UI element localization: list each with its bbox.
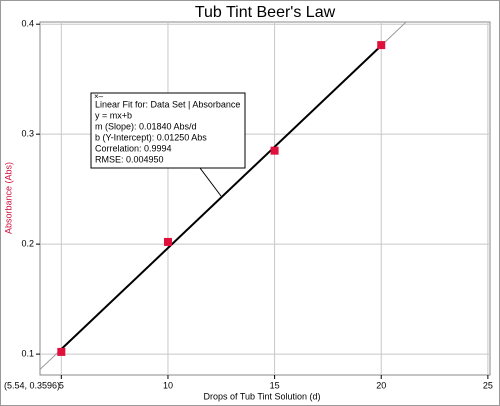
annotation-text: Correlation: 0.9994 xyxy=(95,143,172,153)
x-tick-label: 5 xyxy=(59,380,64,390)
x-tick-label: 20 xyxy=(376,380,386,390)
y-tick-label: 0.2 xyxy=(21,239,34,249)
data-point xyxy=(57,347,66,356)
annotation-pointer xyxy=(199,167,222,197)
annotation-text: RMSE: 0.004950 xyxy=(95,154,164,164)
annotation-icon: ×– xyxy=(94,92,104,101)
x-axis-label: Drops of Tub Tint Solution (d) xyxy=(203,391,320,401)
annotation-text: y = mx+b xyxy=(95,110,132,120)
annotation-text: b (Y-Intercept): 0.01250 Abs xyxy=(95,132,207,142)
x-tick-label: 10 xyxy=(163,380,173,390)
data-point xyxy=(163,237,172,246)
y-tick-label: 0.1 xyxy=(21,348,34,358)
fit-line xyxy=(60,44,382,350)
annotation-box xyxy=(90,92,246,169)
y-axis-label: Absorbance (Abs) xyxy=(3,162,13,234)
cursor-readout: (5.54, 0.3596) xyxy=(4,380,60,390)
x-tick-label: 25 xyxy=(483,380,493,390)
y-tick-label: 0.3 xyxy=(21,129,34,139)
chart-title: Tub Tint Beer's Law xyxy=(195,4,336,21)
y-tick-label: 0.4 xyxy=(21,19,34,29)
plot-area xyxy=(39,21,491,376)
annotation-text: m (Slope): 0.01840 Abs/d xyxy=(95,121,197,131)
data-point xyxy=(270,146,279,155)
annotation-text: Linear Fit for: Data Set | Absorbance xyxy=(95,99,240,109)
data-point xyxy=(377,41,386,50)
x-tick-label: 15 xyxy=(270,380,280,390)
